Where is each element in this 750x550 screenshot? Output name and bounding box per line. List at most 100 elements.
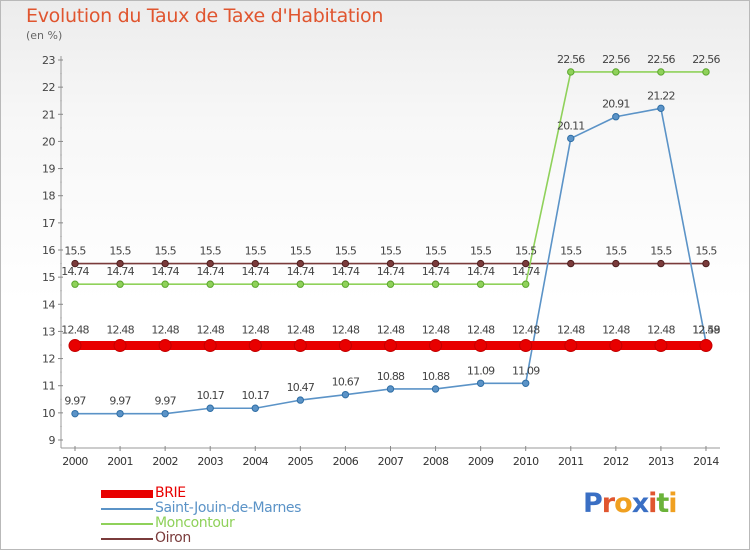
data-point-moncontour xyxy=(431,280,440,288)
data-label-brie: 12.48 xyxy=(602,324,630,337)
data-point-brie xyxy=(203,339,217,353)
data-point-saint-jouin-de-marnes xyxy=(116,409,124,418)
logo-letter: i xyxy=(648,488,657,519)
legend-item-moncontour[interactable]: Moncontour xyxy=(101,516,361,531)
data-label-brie: 12.48 xyxy=(377,324,405,337)
legend: BRIE Saint-Jouin-de-Marnes Moncontour Oi… xyxy=(101,486,361,546)
data-label-brie: 12.48 xyxy=(61,324,89,337)
data-label-brie: 12.48 xyxy=(692,324,720,337)
data-label-moncontour: 22.56 xyxy=(602,53,630,66)
x-tick-label: 2014 xyxy=(693,455,719,468)
x-tick-label: 2005 xyxy=(288,455,314,468)
data-point-oiron xyxy=(251,259,259,268)
x-tick-label: 2008 xyxy=(423,455,449,468)
data-point-moncontour xyxy=(702,68,710,76)
data-label-oiron: 15.5 xyxy=(245,245,267,258)
data-label-saint-jouin-de-marnes: 11.09 xyxy=(467,364,495,377)
data-point-moncontour xyxy=(657,68,665,76)
data-label-brie: 12.48 xyxy=(467,324,495,337)
data-point-brie xyxy=(474,339,488,353)
data-label-moncontour: 14.74 xyxy=(287,265,315,278)
data-label-saint-jouin-de-marnes: 10.47 xyxy=(287,381,315,394)
data-point-brie xyxy=(68,339,82,353)
data-point-moncontour xyxy=(116,280,124,288)
data-label-brie: 12.48 xyxy=(151,324,179,337)
data-label-moncontour: 14.74 xyxy=(377,265,405,278)
data-point-oiron xyxy=(657,259,665,268)
proxiti-logo: Proxiti xyxy=(583,488,678,519)
data-label-moncontour: 14.74 xyxy=(61,265,89,278)
y-tick-label: 17 xyxy=(42,217,55,230)
data-label-oiron: 15.5 xyxy=(380,245,402,258)
y-tick-label: 21 xyxy=(42,108,55,121)
data-label-oiron: 15.5 xyxy=(154,245,176,258)
data-point-oiron xyxy=(612,259,620,268)
data-label-saint-jouin-de-marnes: 21.22 xyxy=(647,89,675,102)
data-label-saint-jouin-de-marnes: 11.09 xyxy=(512,364,540,377)
data-label-saint-jouin-de-marnes: 20.91 xyxy=(602,98,630,111)
data-label-saint-jouin-de-marnes: 9.97 xyxy=(154,395,176,408)
data-point-saint-jouin-de-marnes xyxy=(386,385,395,393)
y-tick-label: 22 xyxy=(42,81,55,94)
legend-item-saint-jouin[interactable]: Saint-Jouin-de-Marnes xyxy=(101,501,361,516)
data-point-moncontour xyxy=(161,280,169,288)
data-point-moncontour xyxy=(567,68,575,76)
data-point-brie xyxy=(654,339,668,353)
data-point-oiron xyxy=(567,259,575,268)
data-label-brie: 12.48 xyxy=(512,324,540,337)
y-tick-label: 11 xyxy=(42,380,55,393)
data-point-saint-jouin-de-marnes xyxy=(476,379,485,387)
data-label-moncontour: 22.56 xyxy=(557,53,585,66)
data-point-brie xyxy=(113,339,127,353)
legend-swatch-saint-jouin xyxy=(101,508,153,510)
data-point-brie xyxy=(158,339,172,353)
data-point-moncontour xyxy=(522,280,530,288)
data-point-oiron xyxy=(71,259,79,268)
data-label-brie: 12.48 xyxy=(557,324,585,337)
logo-letter: x xyxy=(631,488,649,519)
axes: 9 10 11 12 13 14 15 16 17 18 19 20 21 22 23 2000 2001 200… xyxy=(42,54,720,468)
data-label-moncontour: 22.56 xyxy=(692,53,720,66)
data-point-saint-jouin-de-marnes xyxy=(431,385,440,393)
data-point-brie xyxy=(519,339,533,353)
data-point-oiron xyxy=(296,259,305,268)
data-label-saint-jouin-de-marnes: 10.88 xyxy=(422,370,450,383)
data-point-saint-jouin-de-marnes xyxy=(341,390,350,399)
data-label-saint-jouin-de-marnes: 10.88 xyxy=(377,370,405,383)
logo-letter: P xyxy=(583,488,603,519)
legend-item-brie[interactable]: BRIE xyxy=(101,486,361,501)
data-point-saint-jouin-de-marnes xyxy=(657,104,665,113)
data-point-saint-jouin-de-marnes xyxy=(206,404,214,412)
logo-letter: o xyxy=(614,488,633,519)
x-tick-label: 2011 xyxy=(558,455,584,468)
data-point-saint-jouin-de-marnes xyxy=(612,113,620,121)
y-tick-label: 15 xyxy=(42,271,55,284)
data-point-moncontour xyxy=(296,280,305,288)
data-point-oiron xyxy=(116,259,124,268)
data-label-oiron: 15.5 xyxy=(560,245,582,258)
x-tick-label: 2000 xyxy=(62,455,88,468)
x-tick-label: 2009 xyxy=(468,455,494,468)
data-point-brie xyxy=(429,339,443,353)
data-label-oiron: 15.5 xyxy=(290,245,312,258)
y-tick-label: 23 xyxy=(42,54,55,67)
legend-label-brie: BRIE xyxy=(155,485,186,501)
legend-item-oiron[interactable]: Oiron xyxy=(101,531,361,546)
x-tick-label: 2003 xyxy=(197,455,223,468)
data-point-saint-jouin-de-marnes xyxy=(296,396,305,404)
data-point-moncontour xyxy=(476,280,485,288)
data-label-saint-jouin-de-marnes: 12.59 xyxy=(692,324,720,337)
x-tick-label: 2010 xyxy=(513,455,539,468)
data-label-moncontour: 14.74 xyxy=(196,265,224,278)
data-point-oiron xyxy=(702,259,710,268)
data-point-moncontour xyxy=(71,280,79,288)
legend-swatch-moncontour xyxy=(101,523,153,525)
data-point-brie xyxy=(293,339,307,353)
data-point-saint-jouin-de-marnes xyxy=(567,134,575,143)
x-tick-label: 2004 xyxy=(242,455,268,468)
legend-label-moncontour: Moncontour xyxy=(155,515,235,531)
data-point-moncontour xyxy=(206,280,214,288)
x-tick-label: 2013 xyxy=(648,455,674,468)
